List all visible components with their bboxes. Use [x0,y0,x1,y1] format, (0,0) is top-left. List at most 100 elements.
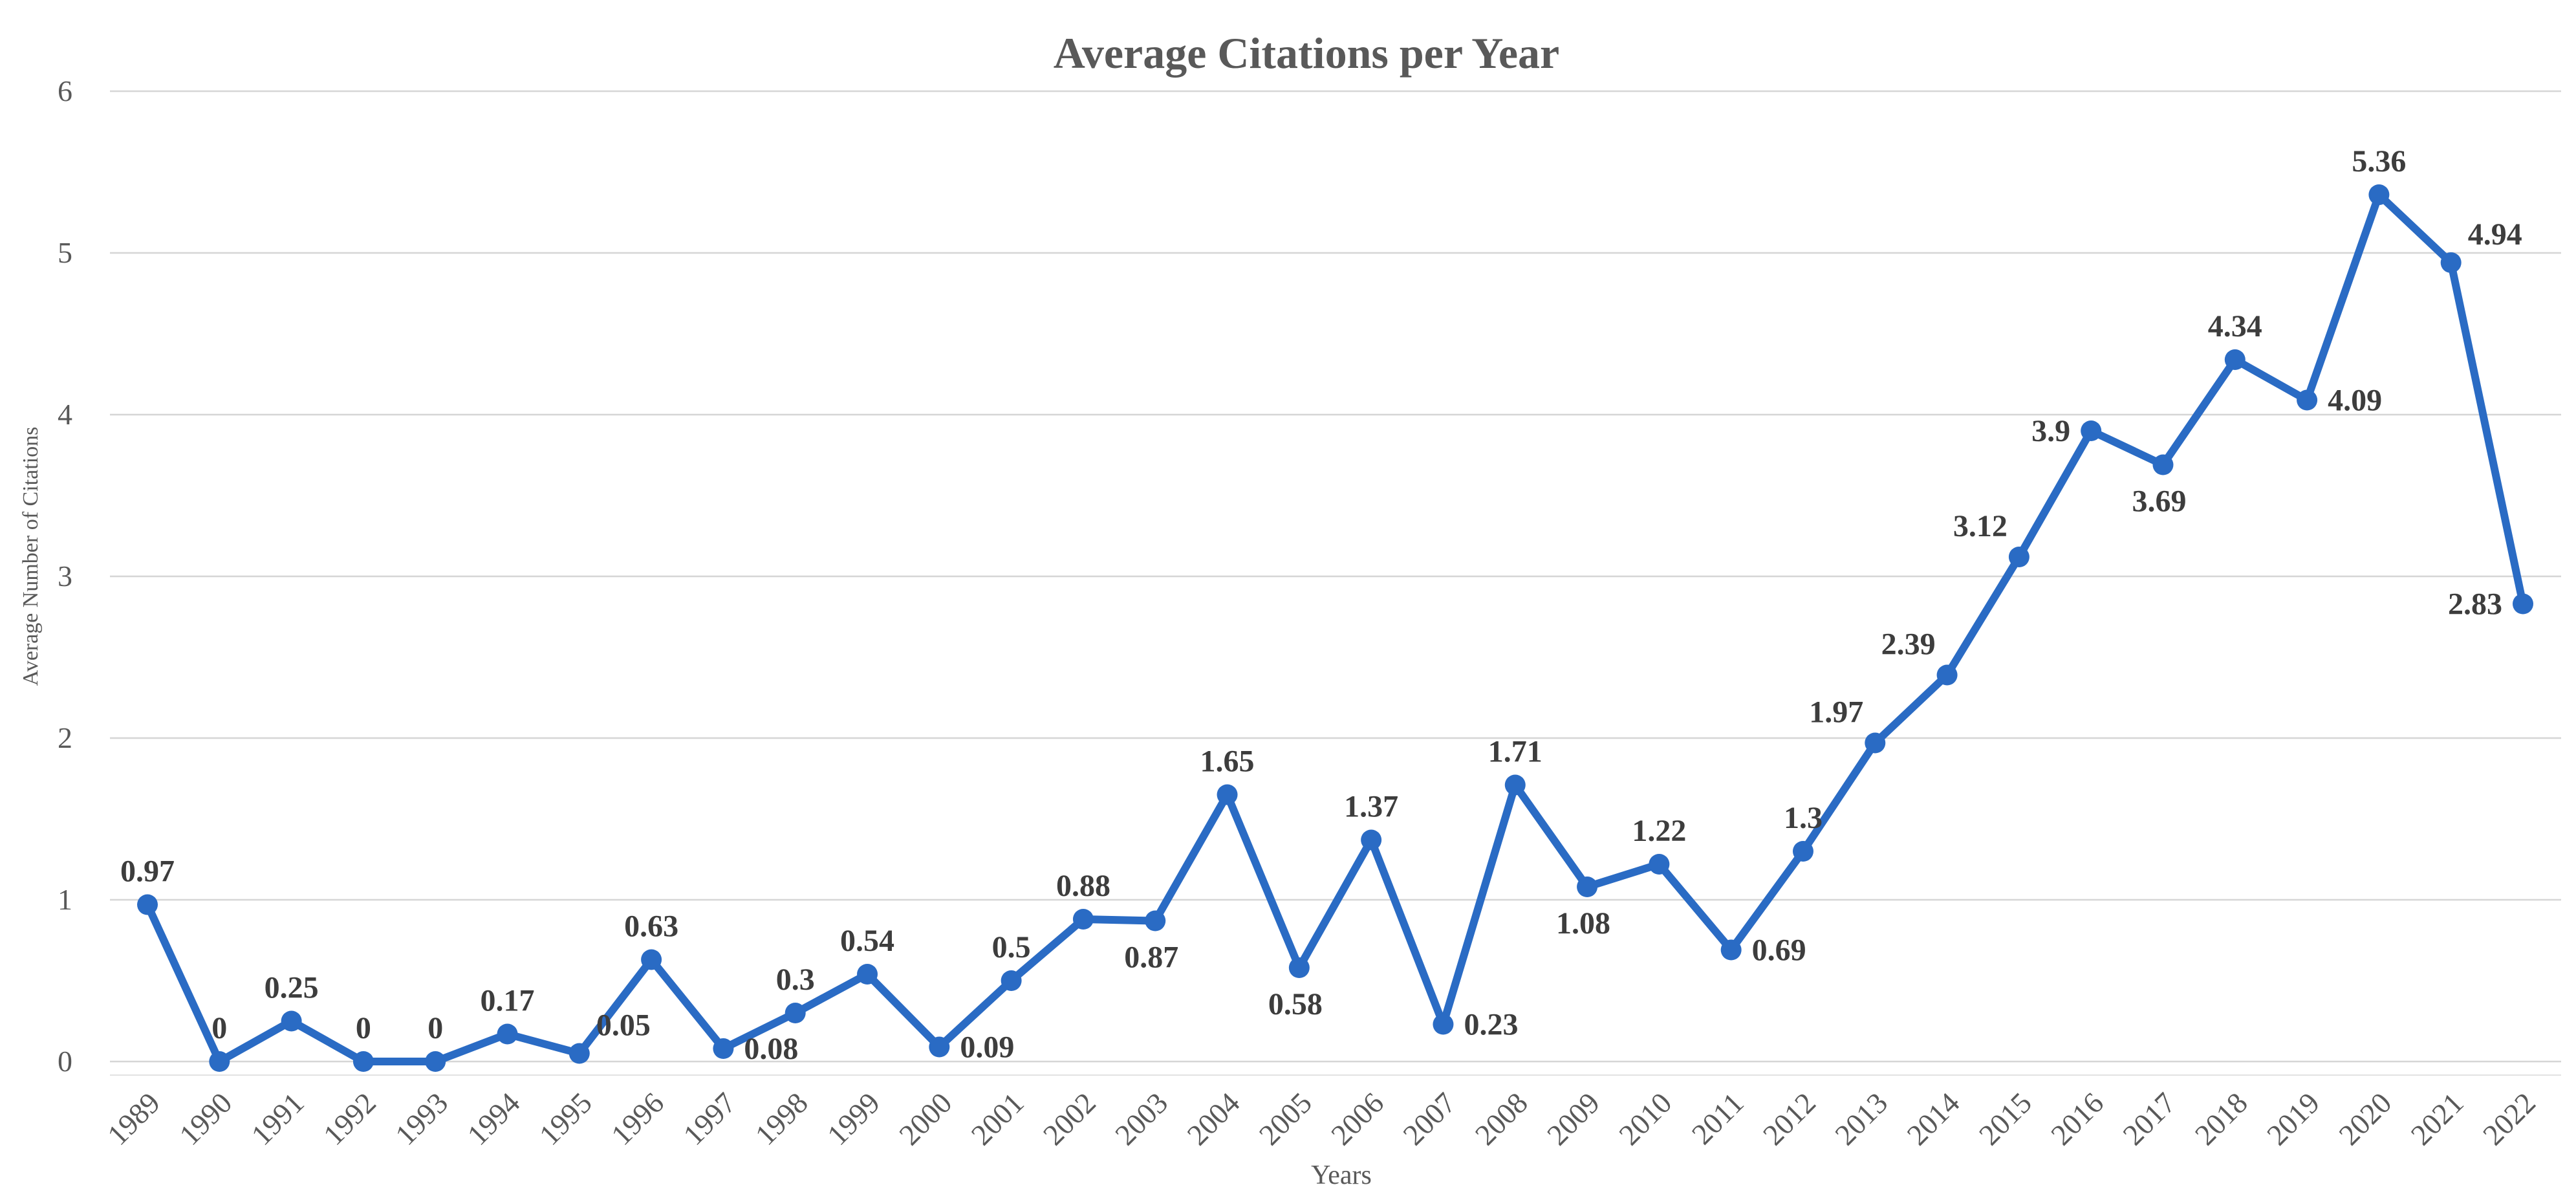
x-axis-title: Years [1311,1160,1372,1190]
data-label-1996: 0.63 [624,909,678,944]
data-point-1999 [857,964,878,985]
x-tick-2008: 2008 [1469,1086,1534,1151]
x-tick-2005: 2005 [1253,1086,1318,1151]
data-label-2007: 0.23 [1464,1008,1518,1042]
x-tick-2003: 2003 [1109,1086,1174,1151]
x-tick-2009: 2009 [1541,1086,1606,1151]
x-tick-2018: 2018 [2189,1086,2254,1151]
data-point-2017 [2152,454,2174,475]
y-tick-5: 5 [58,236,72,269]
data-label-2011: 0.69 [1752,933,1806,968]
data-label-2005: 0.58 [1268,987,1323,1021]
x-tick-1997: 1997 [676,1086,742,1151]
data-label-1995: 0.05 [596,1008,651,1043]
data-point-2013 [1865,732,1886,754]
data-point-2018 [2224,349,2246,370]
x-tick-2022: 2022 [2476,1086,2542,1151]
y-axis-title: Average Number of Citations [19,427,43,686]
x-tick-1992: 1992 [317,1086,382,1151]
data-point-2007 [1433,1014,1454,1035]
y-tick-2: 2 [58,721,72,754]
x-tick-1996: 1996 [605,1086,670,1151]
x-tick-1994: 1994 [460,1086,526,1151]
data-point-1996 [641,949,662,970]
x-axis-tick-labels: 1989 1990 1991 1992 1993 1994 1995 1996 1997 1998… [101,1086,2542,1151]
citations-line [144,191,2527,1065]
y-tick-3: 3 [58,560,72,593]
data-point-2022 [2513,593,2533,615]
data-point-2010 [1649,854,1670,875]
gridlines [110,90,2561,1076]
data-point-1994 [497,1023,518,1045]
data-point-2016 [2081,420,2102,441]
y-tick-1: 1 [58,883,72,916]
x-tick-2001: 2001 [965,1086,1030,1151]
x-tick-2020: 2020 [2332,1086,2397,1151]
x-tick-2019: 2019 [2260,1086,2326,1151]
data-point-1989 [137,894,158,915]
data-label-1998: 0.3 [776,963,815,997]
data-point-2008 [1504,774,1526,796]
data-label-2016: 3.9 [2031,414,2070,448]
data-point-1995 [568,1043,590,1064]
x-tick-1999: 1999 [821,1086,886,1151]
y-tick-6: 6 [58,74,72,107]
data-label-2014: 2.39 [1881,627,1936,662]
data-label-2010: 1.22 [1632,814,1686,848]
data-label-2009: 1.08 [1556,906,1610,941]
data-point-2005 [1288,957,1310,978]
data-label-2004: 1.65 [1200,745,1255,779]
data-label-2013: 1.97 [1809,695,1863,730]
data-label-1992: 0 [356,1011,371,1045]
data-label-2003: 0.87 [1124,941,1178,975]
x-tick-2012: 2012 [1757,1086,1822,1151]
data-point-2006 [1361,829,1382,851]
data-label-1990: 0 [211,1011,227,1045]
x-tick-1989: 1989 [101,1086,166,1151]
data-point-1993 [425,1051,446,1072]
x-tick-2015: 2015 [1973,1086,2038,1151]
data-label-2020: 5.36 [2352,144,2406,179]
x-tick-2016: 2016 [2044,1086,2110,1151]
y-tick-0: 0 [58,1045,72,1078]
x-tick-2006: 2006 [1325,1086,1390,1151]
x-tick-1990: 1990 [173,1086,238,1151]
data-label-2022: 2.83 [2448,587,2502,622]
data-point-2021 [2440,252,2462,273]
x-tick-2011: 2011 [1685,1086,1750,1151]
data-point-2014 [1936,664,1958,686]
x-tick-2017: 2017 [2116,1086,2181,1151]
data-label-2001: 0.5 [992,930,1031,964]
data-label-layer: 0.97 0 0.25 0 0 0.17 0.05 0.63 0.08 0.3 0.54 0.09 0.… [120,144,2522,1066]
data-label-2018: 4.34 [2208,309,2262,343]
x-tick-2002: 2002 [1037,1086,1102,1151]
data-point-2012 [1792,841,1813,862]
data-label-2002: 0.88 [1056,869,1110,903]
data-label-2012: 1.3 [1784,801,1823,835]
data-point-1992 [352,1051,374,1072]
x-tick-2007: 2007 [1396,1086,1462,1151]
x-tick-2021: 2021 [2405,1086,2470,1151]
data-point-2000 [929,1036,950,1058]
y-tick-4: 4 [58,398,72,431]
data-label-1989: 0.97 [120,855,175,889]
x-tick-2000: 2000 [893,1086,958,1151]
data-point-2009 [1577,877,1598,897]
chart-title: Average Citations per Year [1054,28,1559,78]
x-tick-2004: 2004 [1181,1086,1246,1151]
data-label-2006: 1.37 [1344,790,1398,824]
x-tick-1998: 1998 [749,1086,814,1151]
data-point-2015 [2008,547,2029,567]
y-axis-tick-labels: 0 1 2 3 4 5 6 [58,74,72,1078]
data-label-1994: 0.17 [481,984,535,1018]
data-point-2011 [1720,939,1742,961]
data-label-1999: 0.54 [840,924,894,958]
data-point-2004 [1217,784,1238,805]
x-tick-1995: 1995 [533,1086,598,1151]
data-label-2019: 4.09 [2328,384,2382,418]
data-point-1991 [281,1010,302,1032]
series-layer [137,184,2533,1072]
data-label-1993: 0 [428,1011,443,1045]
